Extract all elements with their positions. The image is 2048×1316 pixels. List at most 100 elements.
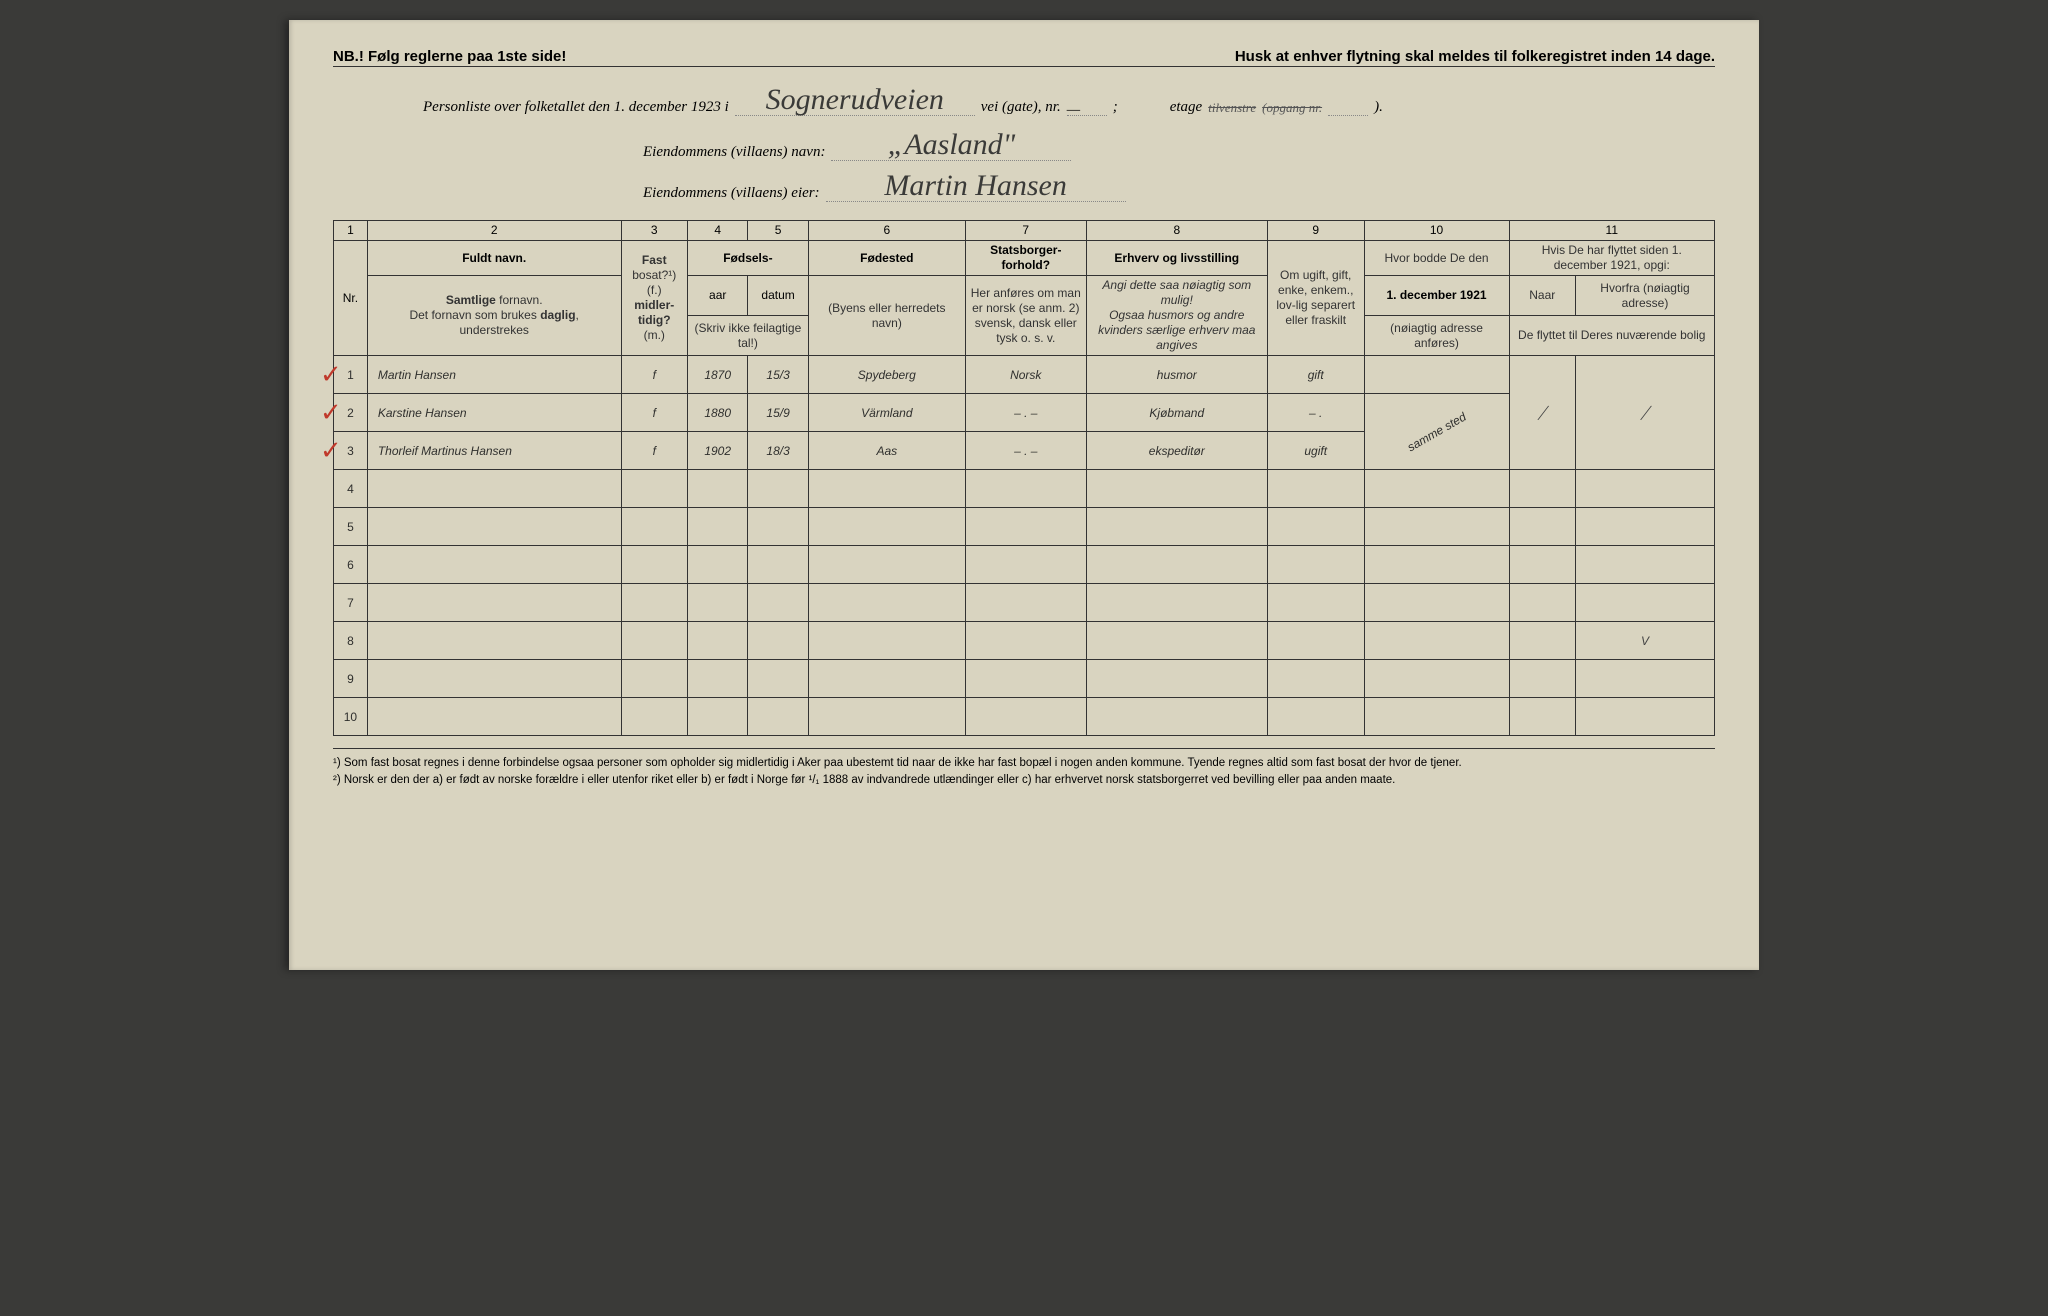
nr-blank: — bbox=[1067, 102, 1107, 116]
h-c11t: Hvis De har flyttet siden 1. december 19… bbox=[1509, 241, 1714, 276]
table-row-empty: 6 bbox=[334, 546, 1715, 584]
table-head: 1 2 3 4 5 6 7 8 9 10 11 Nr. Fuldt navn. … bbox=[334, 221, 1715, 356]
coln-9: 9 bbox=[1267, 221, 1364, 241]
coln-8: 8 bbox=[1086, 221, 1267, 241]
cell-erhv: Kjøbmand bbox=[1086, 394, 1267, 432]
title-row-3: Eiendommens (villaens) eier: Martin Hans… bbox=[643, 171, 1715, 202]
header-right: Husk at enhver flytning skal meldes til … bbox=[1235, 48, 1715, 65]
table-row-empty: 7 bbox=[334, 584, 1715, 622]
h-erhv: Erhverv og livsstilling bbox=[1086, 241, 1267, 276]
census-table: 1 2 3 4 5 6 7 8 9 10 11 Nr. Fuldt navn. … bbox=[333, 220, 1715, 736]
h-c11b: Hvorfra (nøiagtig adresse) bbox=[1575, 276, 1714, 316]
coln-1: 1 bbox=[334, 221, 368, 241]
owner-handwritten: Martin Hansen bbox=[826, 171, 1126, 202]
cell-stat: Norsk bbox=[965, 356, 1086, 394]
cell-erhv: husmor bbox=[1086, 356, 1267, 394]
h-name: Fuldt navn. bbox=[367, 241, 621, 276]
cell-aar: 1870 bbox=[687, 356, 747, 394]
coln-5: 5 bbox=[748, 221, 808, 241]
h-fodsels-sub: (Skriv ikke feilagtige tal!) bbox=[687, 316, 808, 356]
title-row-2: Eiendommens (villaens) navn: „Aasland" bbox=[643, 130, 1715, 161]
cell-stat: – . – bbox=[965, 432, 1086, 470]
cell-stat: – . – bbox=[965, 394, 1086, 432]
cell-name: Karstine Hansen bbox=[367, 394, 621, 432]
h-nr: Nr. bbox=[334, 241, 368, 356]
cell-diag1: ╱ bbox=[1509, 356, 1575, 470]
h-fodested: Fødested bbox=[808, 241, 965, 276]
cell-sted: Aas bbox=[808, 432, 965, 470]
h-erhv-sub: Angi dette saa nøiagtig som mulig!Ogsaa … bbox=[1086, 276, 1267, 356]
street-handwritten: Sognerudveien bbox=[735, 85, 975, 116]
cell-diag2: ╱ bbox=[1575, 356, 1714, 470]
street-label: vei (gate), nr. bbox=[981, 99, 1061, 116]
opgang-label: (opgang nr. bbox=[1262, 100, 1322, 116]
table-row-empty: 5 bbox=[334, 508, 1715, 546]
h-aar: aar bbox=[687, 276, 747, 316]
big-v: V bbox=[1575, 622, 1714, 660]
table-row: ✓1 Martin Hansen f 1870 15/3 Spydeberg N… bbox=[334, 356, 1715, 394]
cell-c10 bbox=[1364, 356, 1509, 394]
footnotes: ¹) Som fast bosat regnes i denne forbind… bbox=[333, 748, 1715, 790]
row-num: ✓1 bbox=[334, 356, 368, 394]
cell-aar: 1880 bbox=[687, 394, 747, 432]
colnum-row: 1 2 3 4 5 6 7 8 9 10 11 bbox=[334, 221, 1715, 241]
cell-fm: f bbox=[621, 356, 687, 394]
cell-fm: f bbox=[621, 394, 687, 432]
table-row-empty: 4 bbox=[334, 470, 1715, 508]
paren-close: ). bbox=[1374, 99, 1383, 116]
cell-giv: ugift bbox=[1267, 432, 1364, 470]
table-row-empty: 8V bbox=[334, 622, 1715, 660]
title-row-1: Personliste over folketallet den 1. dece… bbox=[423, 85, 1715, 116]
etage-struck1: tilvenstre bbox=[1208, 100, 1256, 116]
table-row-empty: 10 bbox=[334, 698, 1715, 736]
cell-c10: samme sted bbox=[1364, 394, 1509, 470]
cell-dat: 15/3 bbox=[748, 356, 808, 394]
coln-3: 3 bbox=[621, 221, 687, 241]
h-stats-sub: Her anføres om man er norsk (se anm. 2) … bbox=[965, 276, 1086, 356]
h-c10b: 1. december 1921 bbox=[1364, 276, 1509, 316]
coln-2: 2 bbox=[367, 221, 621, 241]
cell-aar: 1902 bbox=[687, 432, 747, 470]
coln-6: 6 bbox=[808, 221, 965, 241]
h-c10t: Hvor bodde De den bbox=[1364, 241, 1509, 276]
h-fast: Fastbosat?¹)(f.)midler-tidig?(m.) bbox=[621, 241, 687, 356]
table-row-empty: 9 bbox=[334, 660, 1715, 698]
h-stats: Statsborger-forhold? bbox=[965, 241, 1086, 276]
table-body: ✓1 Martin Hansen f 1870 15/3 Spydeberg N… bbox=[334, 356, 1715, 736]
header-bar: NB.! Følg reglerne paa 1ste side! Husk a… bbox=[333, 48, 1715, 67]
title-block: Personliste over folketallet den 1. dece… bbox=[423, 85, 1715, 202]
cell-giv: – . bbox=[1267, 394, 1364, 432]
h-datum: datum bbox=[748, 276, 808, 316]
coln-10: 10 bbox=[1364, 221, 1509, 241]
header-left: NB.! Følg reglerne paa 1ste side! bbox=[333, 48, 566, 65]
head-row-2: Samtlige fornavn.Det fornavn som brukes … bbox=[334, 276, 1715, 316]
cell-dat: 18/3 bbox=[748, 432, 808, 470]
h-fodsels: Fødsels- bbox=[687, 241, 808, 276]
villa-handwritten: „Aasland" bbox=[831, 130, 1071, 161]
head-row-main: Nr. Fuldt navn. Fastbosat?¹)(f.)midler-t… bbox=[334, 241, 1715, 276]
h-name-sub: Samtlige fornavn.Det fornavn som brukes … bbox=[367, 276, 621, 356]
cell-giv: gift bbox=[1267, 356, 1364, 394]
owner-label: Eiendommens (villaens) eier: bbox=[643, 185, 820, 202]
cell-sted: Värmland bbox=[808, 394, 965, 432]
villa-label: Eiendommens (villaens) navn: bbox=[643, 144, 825, 161]
cell-sted: Spydeberg bbox=[808, 356, 965, 394]
etage-label: etage bbox=[1170, 99, 1202, 116]
cell-erhv: ekspeditør bbox=[1086, 432, 1267, 470]
row-num: ✓3 bbox=[334, 432, 368, 470]
h-c10s: (nøiagtig adresse anføres) bbox=[1364, 316, 1509, 356]
title-prefix: Personliste over folketallet den 1. dece… bbox=[423, 99, 729, 116]
coln-7: 7 bbox=[965, 221, 1086, 241]
h-c11a: Naar bbox=[1509, 276, 1575, 316]
census-page: NB.! Følg reglerne paa 1ste side! Husk a… bbox=[289, 20, 1759, 970]
footnote-1: ¹) Som fast bosat regnes i denne forbind… bbox=[333, 755, 1715, 772]
coln-4: 4 bbox=[687, 221, 747, 241]
coln-11: 11 bbox=[1509, 221, 1714, 241]
footnote-2: ²) Norsk er den der a) er født av norske… bbox=[333, 772, 1715, 789]
h-c11s: De flyttet til Deres nuværende bolig bbox=[1509, 316, 1714, 356]
cell-fm: f bbox=[621, 432, 687, 470]
cell-name: Martin Hansen bbox=[367, 356, 621, 394]
row-num: ✓2 bbox=[334, 394, 368, 432]
cell-dat: 15/9 bbox=[748, 394, 808, 432]
h-fodested-sub: (Byens eller herredets navn) bbox=[808, 276, 965, 356]
